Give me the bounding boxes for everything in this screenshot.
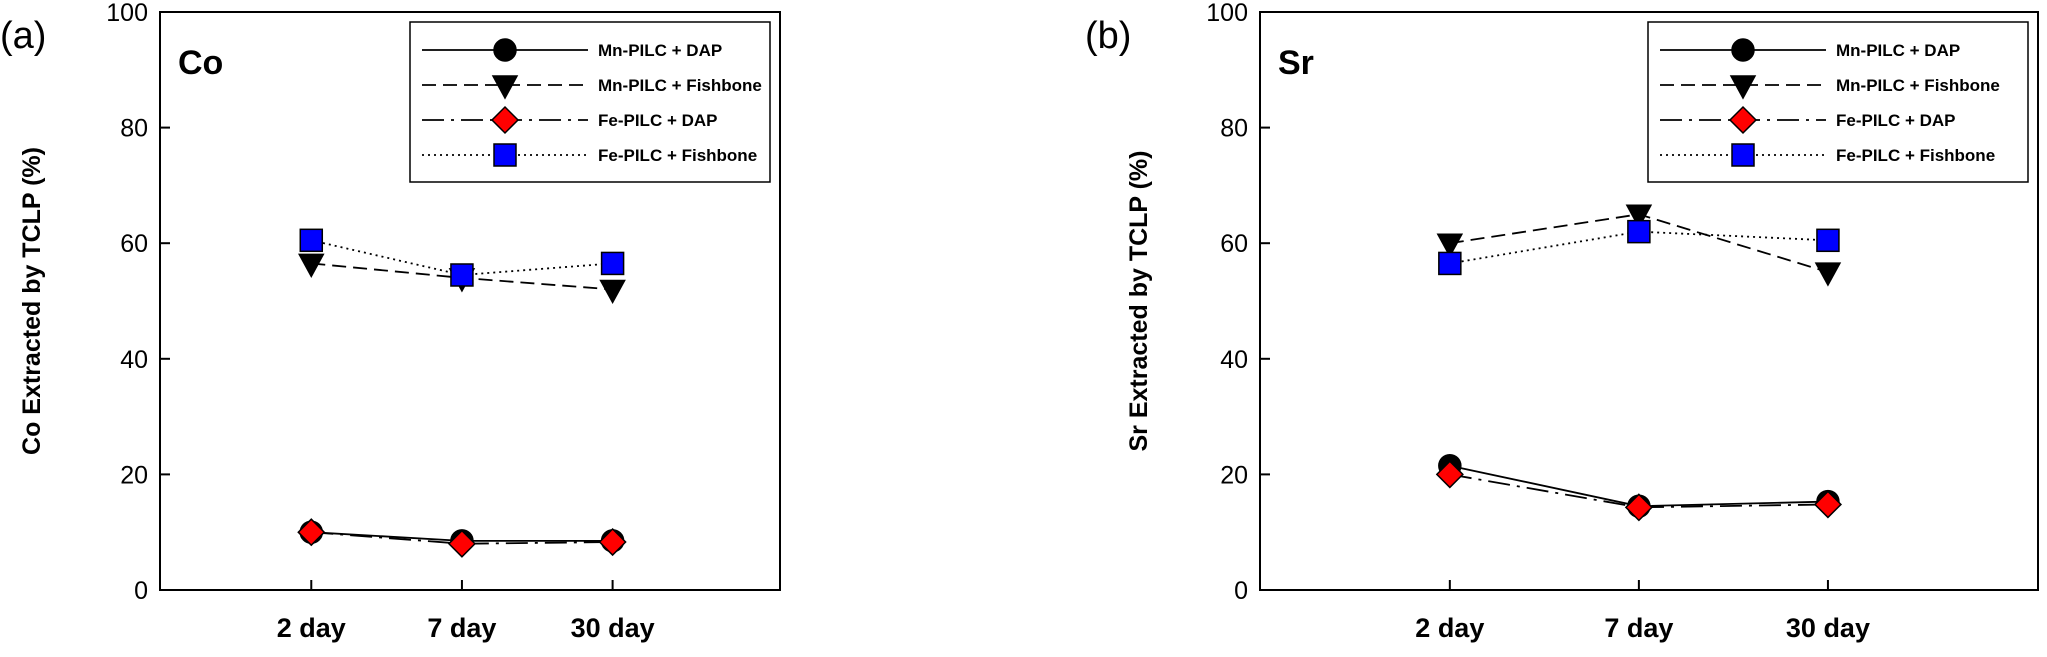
data-point-series-4 (299, 228, 324, 253)
plot-area-frame (159, 11, 781, 591)
series-line-3 (1449, 473, 1828, 509)
legend-marker-2 (491, 75, 519, 100)
chart-title: Sr (1278, 44, 1314, 82)
legend-marker-4 (1731, 143, 1755, 167)
x-tick-label: 2 day (1415, 613, 1484, 643)
y-axis-title: Co Extracted by TCLP (%) (18, 147, 46, 455)
y-tick-label: 80 (120, 115, 148, 143)
panel-label: (a) (0, 15, 46, 57)
chart-panel-a: (a) Co 0 20 40 60 80 100 2 day 7 day 30 day Co Extr… (0, 0, 781, 643)
legend-marker-4 (493, 143, 517, 167)
data-point-series-4 (1627, 219, 1651, 244)
data-point-series-4 (450, 263, 474, 287)
y-tick-label: 60 (120, 230, 148, 258)
legend-entry-4: Fe-PILC + Fishbone (1836, 146, 1995, 165)
x-tick-label: 30 day (1786, 613, 1870, 643)
x-tick-label: 2 day (277, 613, 346, 643)
legend-entry-2: Mn-PILC + Fishbone (1836, 76, 2000, 95)
legend-entry-1: Mn-PILC + DAP (598, 41, 722, 60)
y-tick-label: 40 (1220, 346, 1248, 374)
data-point-series-3 (1435, 460, 1464, 489)
legend-box (1647, 21, 2029, 183)
panel-label: (b) (1085, 15, 1131, 57)
y-tick-label: 0 (134, 577, 148, 605)
data-point-series-2 (1814, 262, 1842, 287)
y-tick-label: 0 (1234, 577, 1248, 605)
y-tick-label: 20 (1220, 461, 1248, 489)
data-point-series-4 (1816, 228, 1840, 253)
data-point-series-3 (598, 527, 627, 557)
legend-marker-3 (490, 105, 520, 135)
data-point-series-3 (1813, 490, 1843, 519)
data-point-series-3 (1624, 493, 1653, 522)
legend-entry-4: Fe-PILC + Fishbone (598, 146, 757, 165)
plot-area-frame (1259, 11, 2039, 591)
data-point-series-2 (1625, 204, 1653, 229)
x-tick-label: 7 day (427, 613, 496, 643)
data-point-series-4 (600, 251, 625, 276)
y-tick-label: 100 (1206, 0, 1248, 27)
legend-marker-3 (1728, 105, 1758, 135)
series-line-3 (311, 531, 613, 545)
legend-marker-2 (1729, 75, 1757, 100)
data-point-series-3 (447, 529, 477, 558)
legend-entry-3: Fe-PILC + DAP (598, 111, 718, 130)
data-point-series-4 (1438, 251, 1462, 276)
y-axis-title: Sr Extracted by TCLP (%) (1125, 150, 1153, 451)
legend-marker-1 (493, 38, 517, 62)
data-point-series-2 (298, 253, 325, 278)
chart-panel-b: (b) Sr 0 20 40 60 80 100 2 day 7 day 30 day Sr Extr… (1085, 0, 2039, 643)
legend-entry-2: Mn-PILC + Fishbone (598, 76, 762, 95)
chart-title: Co (178, 44, 223, 82)
y-tick-label: 60 (1220, 230, 1248, 258)
data-point-series-2 (1436, 233, 1464, 258)
legend-entry-3: Fe-PILC + DAP (1836, 111, 1956, 130)
data-point-series-2 (599, 279, 626, 305)
y-tick-label: 40 (120, 346, 148, 374)
y-tick-label: 20 (120, 461, 148, 489)
legend-entry-1: Mn-PILC + DAP (1836, 41, 1960, 60)
data-point-series-3 (297, 518, 326, 547)
legend-marker-1 (1731, 38, 1755, 62)
y-tick-label: 100 (106, 0, 148, 27)
x-tick-label: 7 day (1604, 613, 1673, 643)
y-tick-label: 80 (1220, 115, 1248, 143)
x-tick-label: 30 day (571, 613, 655, 643)
